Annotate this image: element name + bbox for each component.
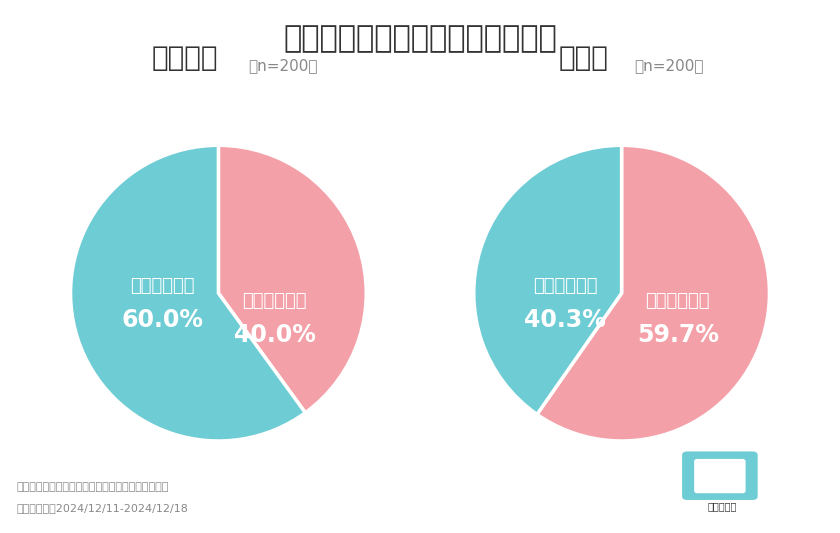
- Text: 40.3%: 40.3%: [524, 308, 606, 332]
- Text: 経験者: 経験者: [559, 44, 609, 72]
- Text: 未経験者: 未経験者: [151, 44, 218, 72]
- Text: ・調査元：株式会社ユナイテッドマインドジャパン: ・調査元：株式会社ユナイテッドマインドジャパン: [17, 482, 169, 492]
- Wedge shape: [474, 146, 622, 414]
- Wedge shape: [537, 146, 769, 441]
- Text: 60.0%: 60.0%: [121, 308, 203, 332]
- Text: 悪いイメージ: 悪いイメージ: [130, 277, 195, 295]
- Text: 住まキャリ: 住まキャリ: [708, 501, 737, 511]
- Text: （n=200）: （n=200）: [634, 58, 704, 73]
- Wedge shape: [218, 146, 366, 413]
- Text: 良いイメージ: 良いイメージ: [645, 292, 710, 310]
- FancyBboxPatch shape: [682, 451, 758, 500]
- Text: （n=200）: （n=200）: [248, 58, 318, 73]
- Text: 40.0%: 40.0%: [234, 322, 316, 346]
- Text: 悪いイメージ: 悪いイメージ: [533, 277, 598, 295]
- Text: 不動産・住宅業界　イメージ調査: 不動産・住宅業界 イメージ調査: [283, 24, 557, 53]
- Wedge shape: [71, 146, 305, 441]
- FancyBboxPatch shape: [694, 459, 746, 493]
- Text: 59.7%: 59.7%: [637, 322, 719, 346]
- Text: ・調査期間：2024/12/11-2024/12/18: ・調査期間：2024/12/11-2024/12/18: [17, 503, 189, 513]
- Text: 良いイメージ: 良いイメージ: [242, 292, 307, 310]
